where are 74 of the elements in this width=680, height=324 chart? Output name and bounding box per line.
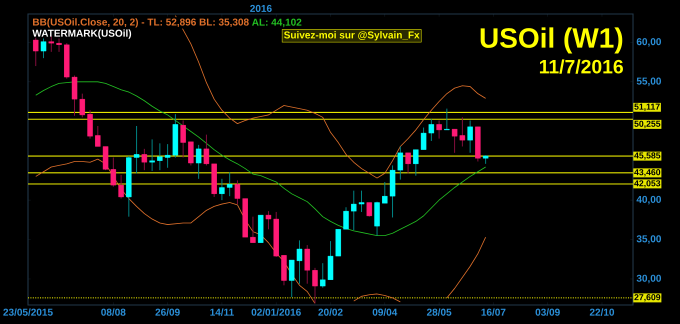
- y-tick-label: 30,00: [636, 274, 661, 284]
- ref-line-label: 50,255: [634, 120, 660, 128]
- candlestick: [142, 148, 148, 171]
- x-tick-label: 23/05/2015: [3, 308, 53, 316]
- x-tick-label: 14/11: [210, 308, 234, 316]
- candlestick: [328, 240, 334, 280]
- ref-line-label: 27,609: [634, 294, 660, 302]
- candlestick: [56, 38, 62, 52]
- candlestick: [320, 262, 326, 288]
- candlestick: [80, 93, 86, 118]
- candlestick: [250, 216, 256, 244]
- candlestick: [188, 141, 194, 166]
- candlestick: [72, 75, 78, 116]
- candlestick: [304, 244, 310, 284]
- ref-line-label: 51,117: [634, 104, 660, 111]
- candlestick: [358, 190, 364, 212]
- candlestick: [467, 120, 473, 154]
- candlestick: [460, 116, 466, 147]
- candlestick: [180, 120, 186, 158]
- candlestick: [351, 190, 357, 231]
- chart-title: USOil (W1): [480, 27, 622, 54]
- candlestick: [118, 174, 124, 200]
- candlestick: [40, 38, 46, 59]
- candlestick: [452, 128, 458, 154]
- candlestick: [420, 127, 426, 150]
- candlestick: [266, 210, 272, 230]
- candlestick: [413, 149, 419, 176]
- candlestick: [110, 157, 116, 188]
- candlestick: [428, 118, 434, 142]
- candlestick: [95, 126, 101, 147]
- annotation: Suivez-moi sur @Sylvain_Fx: [284, 31, 420, 40]
- candlestick: [196, 144, 202, 180]
- candlestick: [134, 126, 140, 174]
- ref-line-label: 45,585: [634, 152, 660, 160]
- candlestick: [234, 180, 240, 205]
- candlestick: [382, 182, 388, 204]
- x-tick-label: 02/01/2016: [252, 308, 301, 316]
- x-tick-label: 09/04: [372, 308, 398, 316]
- x-tick-label: 16/07: [482, 308, 506, 316]
- annotation: WATERMARK(USOil): [32, 29, 132, 39]
- candlestick: [288, 260, 294, 298]
- candlestick: [343, 206, 349, 230]
- candlestick: [374, 201, 380, 236]
- annotation: BB(USOil.Close, 20, 2) - TL: 52,896 BL: 35,308: [33, 18, 249, 28]
- candlestick: [204, 134, 210, 166]
- ref-line-label: 42,053: [634, 180, 660, 188]
- candlestick: [164, 144, 170, 168]
- y-tick-label: 40,00: [636, 196, 661, 204]
- y-tick-label: 55,00: [636, 78, 661, 86]
- text: 2016: [250, 4, 272, 12]
- candlestick: [157, 142, 163, 171]
- candlestick: [436, 120, 442, 140]
- y-tick-label: 35,00: [636, 235, 661, 244]
- candlestick: [405, 152, 411, 174]
- x-tick-label: 03/09: [536, 308, 560, 316]
- x-tick-label: 28/05: [426, 308, 452, 316]
- candlestick: [296, 240, 302, 284]
- annotation: AL: 44,102: [252, 18, 302, 28]
- candlestick: [398, 146, 404, 180]
- ref-line-label: 43,460: [634, 169, 660, 177]
- x-tick-label: 08/08: [101, 308, 126, 316]
- candlestick: [87, 110, 93, 140]
- candlestick: [366, 202, 372, 218]
- x-tick-label: 26/09: [155, 308, 180, 316]
- candlestick: [102, 146, 108, 171]
- text: 11/7/2016: [540, 59, 623, 74]
- x-tick-label: 22/10: [590, 308, 614, 316]
- candlestick: [149, 138, 155, 172]
- candlestick: [219, 178, 225, 201]
- y-tick-label: 60,00: [636, 38, 661, 47]
- candlestick: [312, 267, 318, 304]
- candlestick: [226, 172, 232, 197]
- candlestick: [33, 37, 39, 67]
- x-tick-label: 20/02: [318, 308, 343, 316]
